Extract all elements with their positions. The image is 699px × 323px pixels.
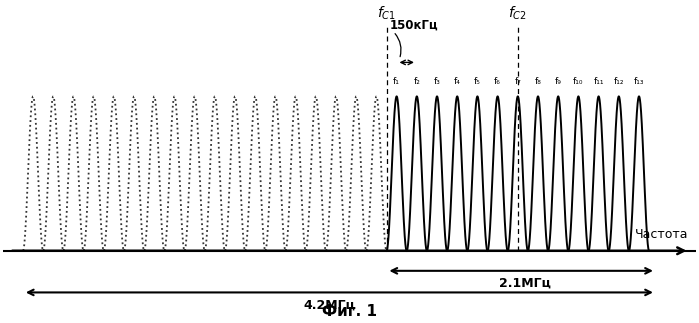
Text: f₈: f₈	[535, 77, 542, 86]
Text: Частота: Частота	[635, 228, 688, 242]
Text: f₁₀: f₁₀	[573, 77, 584, 86]
Text: f₄: f₄	[454, 77, 461, 86]
Text: f₆: f₆	[494, 77, 501, 86]
Text: f₁: f₁	[394, 77, 400, 86]
Text: f₃: f₃	[433, 77, 440, 86]
Text: 4.2МГц: 4.2МГц	[303, 298, 355, 312]
Text: 150кГц: 150кГц	[389, 18, 438, 32]
Text: f₁₃: f₁₃	[634, 77, 644, 86]
Text: $f_{C2}$: $f_{C2}$	[508, 5, 527, 22]
Text: $f_{C1}$: $f_{C1}$	[377, 5, 396, 22]
Text: 2.1МГц: 2.1МГц	[498, 277, 551, 290]
Text: f₁₂: f₁₂	[614, 77, 624, 86]
Text: f₂: f₂	[413, 77, 420, 86]
Text: f₁₁: f₁₁	[593, 77, 604, 86]
Text: f₉: f₉	[555, 77, 561, 86]
Text: Фиг. 1: Фиг. 1	[322, 304, 377, 319]
Text: f₇: f₇	[514, 77, 521, 86]
Text: f₅: f₅	[474, 77, 481, 86]
